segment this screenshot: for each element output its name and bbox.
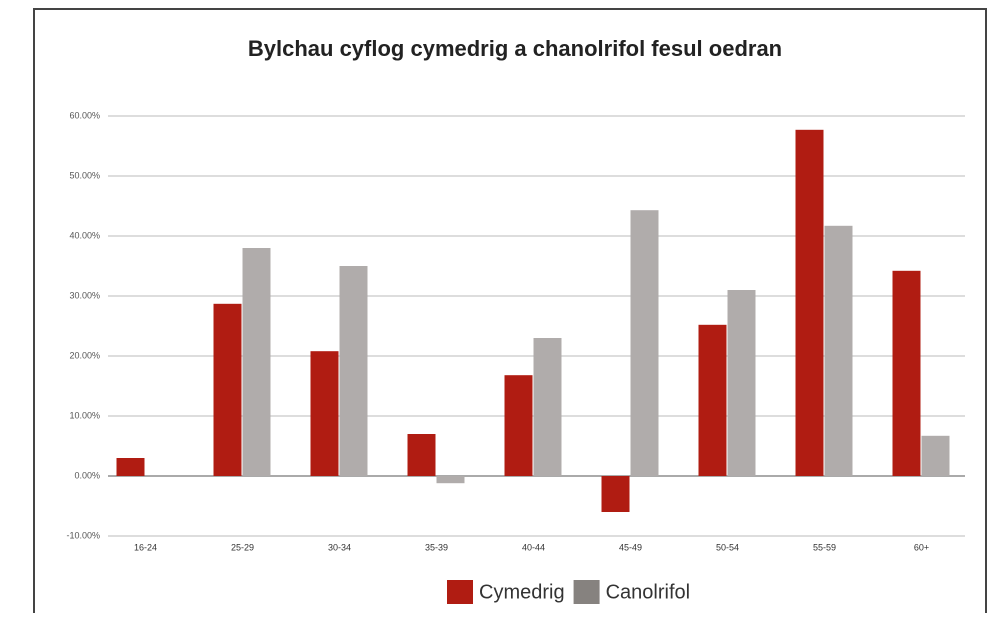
- x-tick-label: 30-34: [328, 542, 351, 552]
- bar: [892, 270, 921, 476]
- legend-swatch: [447, 580, 473, 604]
- y-tick-label: -10.00%: [66, 530, 100, 540]
- y-tick-label: 40.00%: [69, 230, 100, 240]
- x-tick-label: 55-59: [813, 542, 836, 552]
- legend-label: Cymedrig: [479, 581, 565, 603]
- bar: [795, 129, 824, 477]
- bar: [407, 434, 436, 476]
- bar: [824, 225, 853, 476]
- bar: [601, 476, 630, 512]
- x-tick-label: 60+: [914, 542, 929, 552]
- bar: [504, 375, 533, 476]
- y-tick-label: 30.00%: [69, 290, 100, 300]
- legend-label: Canolrifol: [606, 581, 690, 603]
- chart-title: Bylchau cyflog cymedrig a chanolrifol fe…: [248, 36, 782, 61]
- bar: [310, 351, 339, 476]
- x-tick-label: 50-54: [716, 542, 739, 552]
- x-tick-label: 16-24: [134, 542, 157, 552]
- bar: [727, 290, 756, 476]
- bar: [116, 458, 145, 476]
- bar: [436, 476, 465, 484]
- bar: [213, 303, 242, 476]
- y-tick-label: 10.00%: [69, 410, 100, 420]
- bar: [339, 266, 368, 476]
- bar: [533, 338, 562, 476]
- y-tick-label: 60.00%: [69, 110, 100, 120]
- legend-swatch: [573, 580, 600, 604]
- y-tick-label: 20.00%: [69, 350, 100, 360]
- bar: [242, 248, 271, 476]
- bar: [630, 210, 659, 476]
- y-tick-label: 0.00%: [74, 470, 100, 480]
- bar: [921, 435, 950, 476]
- y-tick-label: 50.00%: [69, 170, 100, 180]
- bar: [698, 324, 727, 476]
- x-tick-label: 40-44: [522, 542, 545, 552]
- x-tick-label: 25-29: [231, 542, 254, 552]
- x-tick-label: 45-49: [619, 542, 642, 552]
- x-tick-label: 35-39: [425, 542, 448, 552]
